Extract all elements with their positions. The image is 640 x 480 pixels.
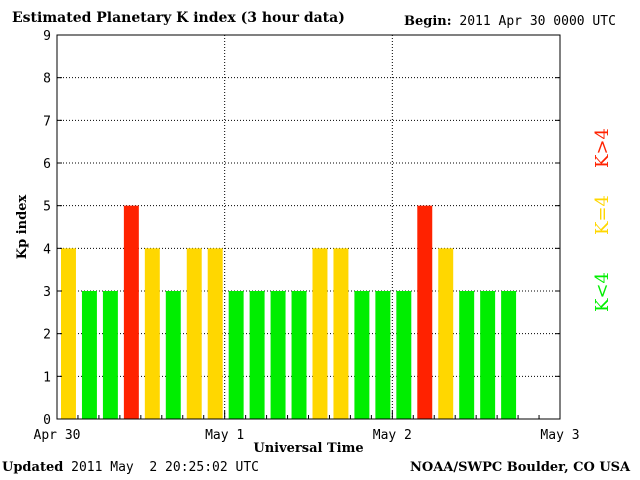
kp-bar (417, 205, 433, 419)
updated-info: Updated 2011 May 2 20:25:02 UTC (2, 460, 259, 475)
kp-bar (375, 291, 391, 419)
y-tick-label: 9 (43, 29, 51, 44)
x-axis-title: Universal Time (253, 441, 363, 456)
y-tick-label: 1 (43, 370, 51, 385)
kp-bar (354, 291, 370, 419)
kp-bar (81, 291, 97, 419)
x-tick-label: May 2 (373, 428, 412, 443)
updated-value: 2011 May 2 20:25:02 UTC (71, 460, 259, 475)
kp-bar (333, 248, 349, 419)
updated-label: Updated (2, 460, 64, 475)
begin-value: 2011 Apr 30 0000 UTC (459, 14, 616, 29)
y-tick-label: 4 (43, 242, 51, 257)
kp-bar (144, 248, 160, 419)
kp-bar (228, 291, 244, 419)
y-axis-title: Kp index (15, 195, 30, 260)
kp-bar (312, 248, 328, 419)
y-tick-label: 8 (43, 72, 51, 87)
kp-bar (61, 248, 76, 419)
kp-bar (501, 291, 517, 419)
kp-chart: 0 1 2 3 4 5 6 7 8 9 Apr 30 May 1 May 2 May 3 Universal… (15, 29, 613, 456)
y-tick-label: 2 (43, 328, 51, 343)
y-tick-label: 5 (43, 200, 51, 215)
x-tick-label: Apr 30 (34, 428, 81, 443)
chart-title: Estimated Planetary K index (3 hour data… (12, 10, 345, 26)
kp-bar (270, 291, 286, 419)
begin-info: Begin: 2011 Apr 30 0000 UTC (404, 14, 616, 29)
x-tick-label: May 1 (205, 428, 244, 443)
legend-item: K>4 (592, 128, 613, 168)
y-tick-label: 3 (43, 285, 51, 300)
kp-bar (480, 291, 496, 419)
kp-bar (396, 291, 412, 419)
kp-bar (165, 291, 181, 419)
x-tick-label: May 3 (540, 428, 579, 443)
kp-bar (291, 291, 307, 419)
legend-item: K=4 (592, 195, 613, 235)
begin-label: Begin: (404, 14, 452, 29)
legend-item: K<4 (592, 272, 613, 312)
y-tick-label: 6 (43, 157, 51, 172)
kp-bar (438, 248, 454, 419)
kp-bar (186, 248, 202, 419)
kp-bar (207, 248, 223, 419)
y-tick-label: 7 (43, 114, 51, 129)
kp-bar (249, 291, 265, 419)
y-tick-label: 0 (43, 413, 51, 428)
kp-bar (459, 291, 475, 419)
kp-bar (102, 291, 118, 419)
source-credit: NOAA/SWPC Boulder, CO USA (410, 460, 631, 475)
kp-bar (123, 205, 139, 419)
